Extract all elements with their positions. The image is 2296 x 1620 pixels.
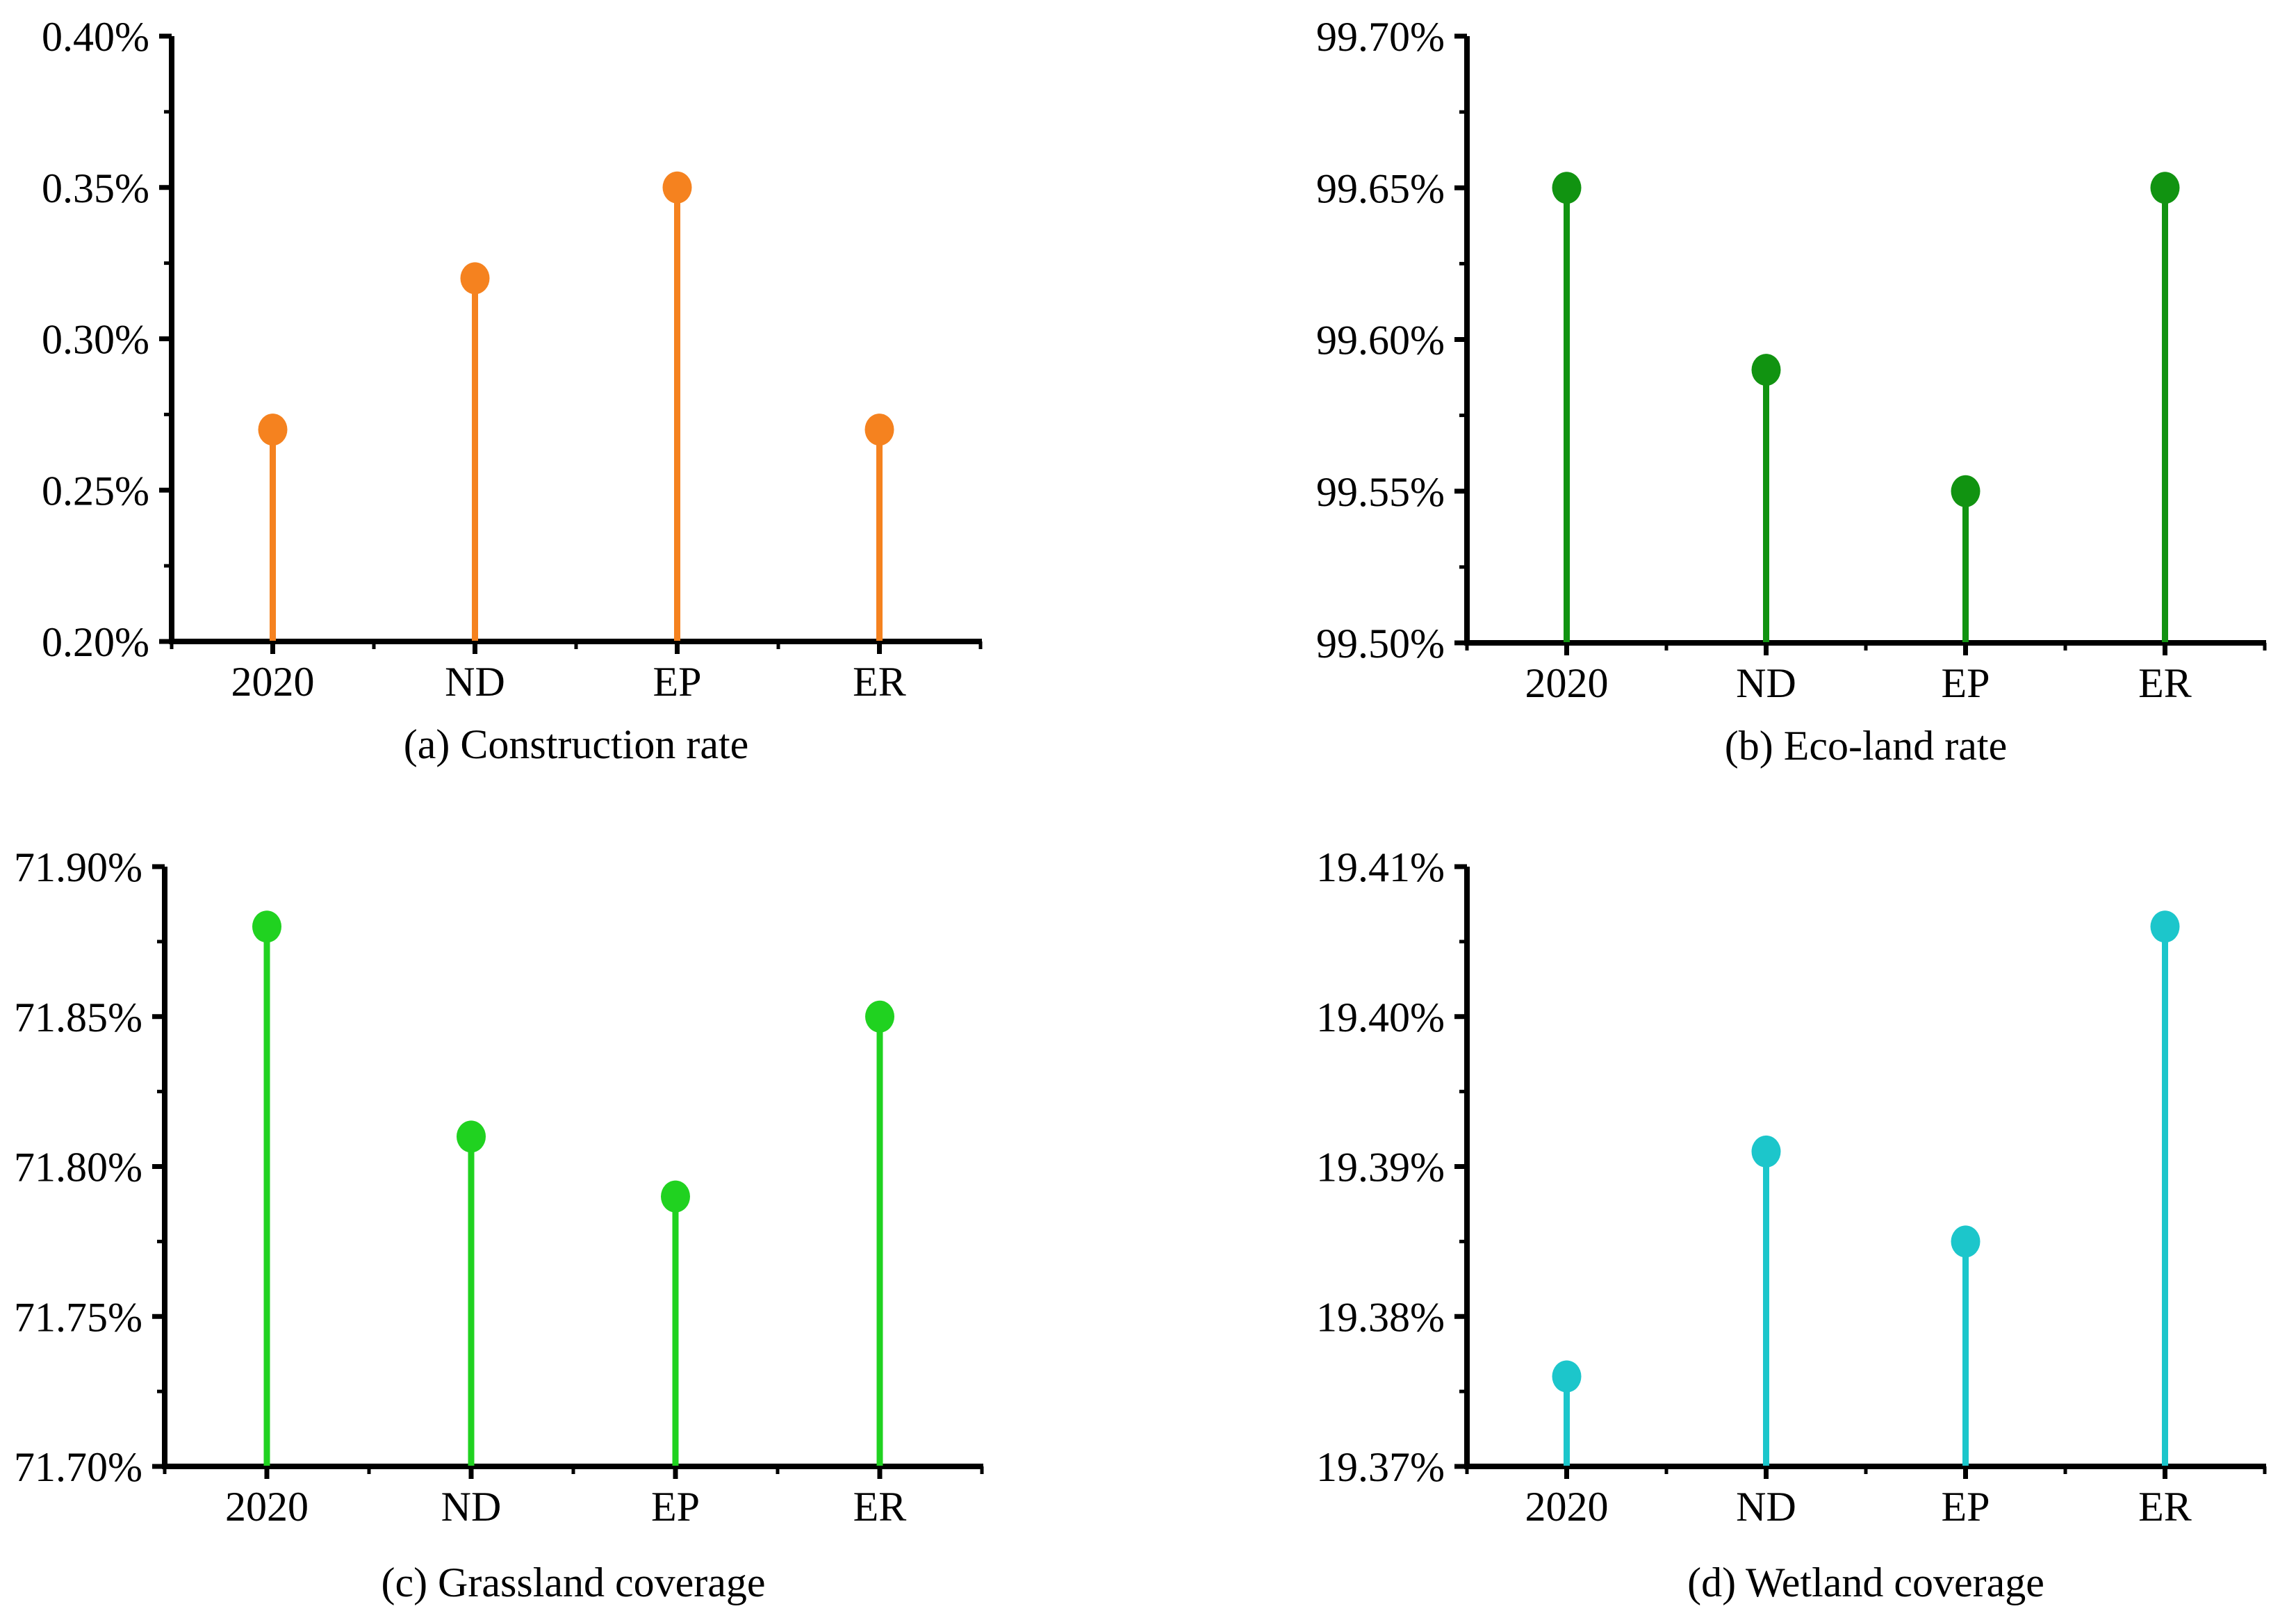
lollipop-marker bbox=[865, 1000, 894, 1033]
y-tick-label: 71.90% bbox=[14, 844, 142, 890]
panel-grassland-coverage: 71.70% 71.75% 71.80% 71.85% 71.90% 2020 ND EP ER… bbox=[0, 810, 1148, 1620]
x-tick-label: ND bbox=[441, 1484, 502, 1530]
lollipop-marker bbox=[460, 262, 490, 295]
x-tick-label: ND bbox=[1736, 660, 1796, 706]
x-tick-label: ND bbox=[1736, 1484, 1796, 1530]
chart-construction-rate: 0.20% 0.25% 0.30% 0.35% 0.40% 2020 ND EP ER (a) C… bbox=[42, 14, 983, 767]
lollipop-marker bbox=[662, 171, 692, 204]
chart-grassland-coverage: 71.70% 71.75% 71.80% 71.85% 71.90% 2020 ND EP ER… bbox=[14, 844, 984, 1605]
lollipop-marker bbox=[864, 414, 894, 446]
x-tick-label: EP bbox=[1941, 660, 1990, 706]
panel-construction-rate: 0.20% 0.25% 0.30% 0.35% 0.40% 2020 ND EP ER (a) C… bbox=[0, 0, 1148, 810]
chart-caption: (b) Eco-land rate bbox=[1725, 723, 2007, 769]
y-tick-label: 19.40% bbox=[1316, 995, 1445, 1040]
lollipop-marker bbox=[258, 414, 288, 446]
x-tick-label: ND bbox=[445, 659, 505, 705]
y-tick-label: 99.70% bbox=[1316, 14, 1445, 60]
lollipop-marker bbox=[1552, 172, 1582, 204]
x-tick-label: ER bbox=[853, 659, 906, 705]
x-tick-label: EP bbox=[1941, 1484, 1990, 1530]
x-tick-label: 2020 bbox=[1525, 660, 1609, 706]
y-tick-label: 0.25% bbox=[42, 468, 149, 514]
lollipop-marker bbox=[1751, 354, 1781, 386]
lollipop-marker bbox=[252, 910, 281, 943]
x-tick-label: 2020 bbox=[225, 1484, 309, 1530]
y-tick-label: 0.40% bbox=[42, 14, 149, 60]
x-tick-label: 2020 bbox=[231, 659, 315, 705]
y-tick-label: 0.30% bbox=[42, 317, 149, 363]
y-tick-label: 19.37% bbox=[1316, 1444, 1445, 1490]
y-tick-label: 19.39% bbox=[1316, 1145, 1445, 1191]
y-tick-label: 19.41% bbox=[1316, 844, 1445, 890]
chart-wetland-coverage: 19.37% 19.38% 19.39% 19.40% 19.41% 2020 ND EP ER… bbox=[1316, 844, 2267, 1605]
lollipop-marker bbox=[1751, 1135, 1781, 1168]
x-tick-label: 2020 bbox=[1525, 1484, 1609, 1530]
chart-caption: (c) Grassland coverage bbox=[381, 1560, 765, 1605]
y-tick-label: 99.60% bbox=[1316, 318, 1445, 363]
x-tick-label: ER bbox=[2138, 1484, 2192, 1530]
lollipop-marker bbox=[457, 1120, 486, 1153]
y-tick-label: 71.70% bbox=[14, 1444, 142, 1490]
panel-wetland-coverage: 19.37% 19.38% 19.39% 19.40% 19.41% 2020 ND EP ER… bbox=[1148, 810, 2296, 1620]
y-tick-label: 19.38% bbox=[1316, 1294, 1445, 1340]
y-tick-label: 99.55% bbox=[1316, 469, 1445, 515]
y-tick-label: 71.80% bbox=[14, 1145, 142, 1191]
y-tick-label: 0.20% bbox=[42, 619, 149, 665]
panel-eco-land-rate: 99.50% 99.55% 99.60% 99.65% 99.70% 2020 ND EP ER… bbox=[1148, 0, 2296, 810]
chart-eco-land-rate: 99.50% 99.55% 99.60% 99.65% 99.70% 2020 ND EP ER… bbox=[1316, 14, 2267, 769]
lollipop-marker bbox=[661, 1180, 690, 1213]
y-tick-label: 71.75% bbox=[14, 1294, 142, 1340]
x-tick-label: EP bbox=[651, 1484, 700, 1530]
x-tick-label: EP bbox=[653, 659, 701, 705]
lollipop-marker bbox=[2150, 910, 2180, 943]
y-tick-label: 71.85% bbox=[14, 995, 142, 1040]
chart-caption: (a) Construction rate bbox=[404, 721, 749, 767]
y-tick-label: 99.50% bbox=[1316, 621, 1445, 666]
lollipop-marker bbox=[1951, 1225, 1981, 1258]
x-tick-label: ER bbox=[2138, 660, 2192, 706]
y-tick-label: 99.65% bbox=[1316, 165, 1445, 211]
y-tick-label: 0.35% bbox=[42, 165, 149, 211]
lollipop-marker bbox=[1951, 475, 1981, 507]
x-tick-label: ER bbox=[853, 1484, 907, 1530]
chart-caption: (d) Wetland coverage bbox=[1687, 1560, 2044, 1605]
lollipop-marker bbox=[1552, 1360, 1582, 1393]
lollipop-marker bbox=[2150, 172, 2180, 204]
